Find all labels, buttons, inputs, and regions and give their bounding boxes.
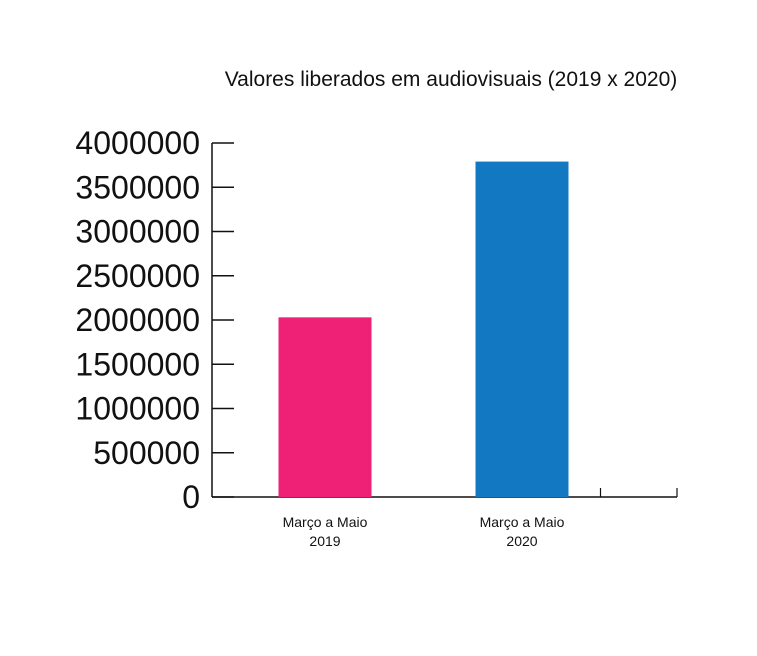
x-tick-label: 2019 xyxy=(309,533,340,549)
x-tick-label: Março a Maio xyxy=(480,514,565,530)
x-tick-label: Março a Maio xyxy=(283,514,368,530)
x-tick-label: 2020 xyxy=(506,533,537,549)
y-tick-label: 0 xyxy=(182,479,200,515)
y-tick-label: 3000000 xyxy=(75,214,200,250)
bars-group xyxy=(278,161,569,497)
y-tick-label: 500000 xyxy=(93,435,200,471)
y-tick-label: 2500000 xyxy=(75,258,200,294)
bar-2 xyxy=(475,161,569,497)
y-tick-label: 1500000 xyxy=(75,346,200,382)
y-tick-label: 2000000 xyxy=(75,302,200,338)
chart-title: Valores liberados em audiovisuais (2019 … xyxy=(225,68,678,91)
x-tick-labels: Março a Maio 2019 Março a Maio 2020 xyxy=(283,514,565,549)
y-tick-label: 1000000 xyxy=(75,391,200,427)
bar-1 xyxy=(278,317,372,497)
y-axis: 0 500000 1000000 1500000 2000000 2500000 30000… xyxy=(75,125,234,515)
y-tick-label: 3500000 xyxy=(75,169,200,205)
y-tick-label: 4000000 xyxy=(75,125,200,161)
